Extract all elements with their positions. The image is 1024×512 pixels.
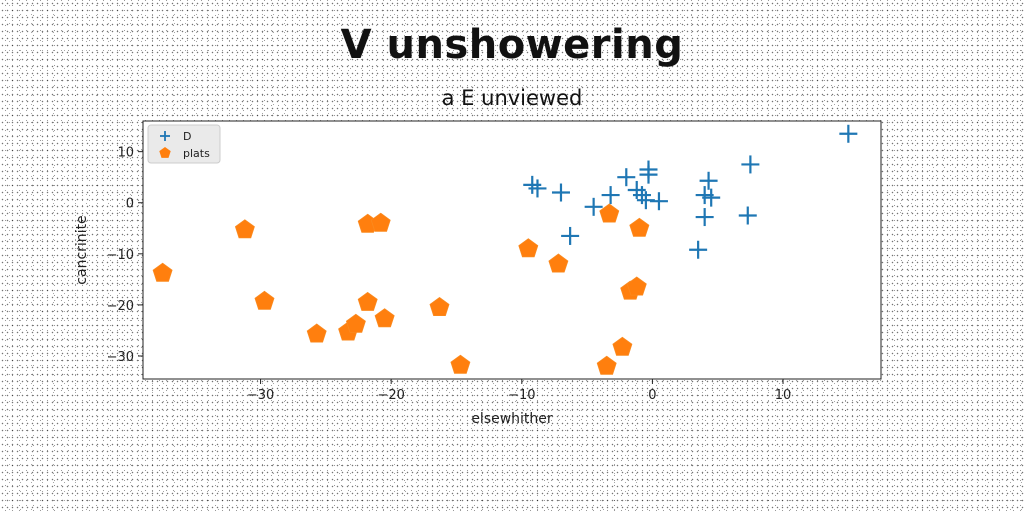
legend-marker-plats bbox=[159, 147, 171, 158]
point-plats-17 bbox=[629, 217, 650, 237]
y-axis-label: cancrinite bbox=[74, 215, 90, 284]
y-tick-label: −20 bbox=[107, 299, 134, 314]
axes-frame bbox=[142, 120, 882, 380]
point-d-20 bbox=[689, 240, 708, 259]
chart-title: V unshowering bbox=[340, 22, 684, 68]
y-tick-label: 0 bbox=[126, 197, 134, 212]
point-plats-3 bbox=[306, 323, 327, 343]
point-plats-0 bbox=[152, 262, 173, 282]
x-tick-label: 0 bbox=[648, 388, 656, 403]
point-d-7 bbox=[528, 179, 547, 198]
chart-subtitle: a E unviewed bbox=[441, 86, 583, 110]
point-d-13 bbox=[702, 188, 721, 207]
axes-layer: −30 −20 −10 0 10 −30 −20 −10 0 10 bbox=[107, 120, 882, 403]
point-d-10 bbox=[601, 186, 620, 205]
point-plats-11 bbox=[450, 354, 471, 374]
point-plats-8 bbox=[370, 212, 391, 232]
legend-label-d: D bbox=[183, 130, 191, 143]
point-d-15 bbox=[649, 192, 668, 211]
x-tick-label: −30 bbox=[247, 388, 274, 403]
point-d-1 bbox=[741, 155, 760, 174]
plot-area bbox=[143, 121, 881, 379]
point-d-5 bbox=[699, 171, 718, 190]
point-plats-14 bbox=[599, 203, 620, 223]
point-d-16 bbox=[584, 197, 603, 216]
point-plats-7 bbox=[357, 291, 378, 311]
point-plats-13 bbox=[548, 253, 569, 273]
point-plats-19 bbox=[626, 276, 647, 296]
y-tick-label: 10 bbox=[117, 146, 134, 161]
x-tick-label: −10 bbox=[508, 388, 535, 403]
point-plats-9 bbox=[374, 308, 395, 328]
x-axis-label: elsewhither bbox=[471, 411, 553, 427]
point-d-8 bbox=[551, 183, 570, 202]
point-plats-2 bbox=[254, 290, 275, 310]
point-plats-10 bbox=[429, 297, 450, 317]
points-layer bbox=[152, 124, 858, 375]
point-plats-15 bbox=[596, 355, 617, 375]
point-d-4 bbox=[617, 168, 636, 187]
point-plats-1 bbox=[234, 219, 255, 239]
point-d-18 bbox=[738, 206, 757, 225]
y-tick-label: −10 bbox=[107, 248, 134, 263]
x-tick-label: −20 bbox=[377, 388, 404, 403]
point-d-0 bbox=[839, 124, 858, 143]
x-tick-label: 10 bbox=[775, 388, 792, 403]
legend-marker-d bbox=[160, 131, 170, 141]
point-d-17 bbox=[695, 208, 714, 227]
y-tick-label: −30 bbox=[107, 350, 134, 365]
point-plats-12 bbox=[518, 238, 539, 258]
point-plats-16 bbox=[612, 336, 633, 356]
point-d-19 bbox=[561, 226, 580, 245]
legend-label-plats: plats bbox=[183, 147, 210, 160]
point-d-3 bbox=[639, 165, 658, 184]
point-plats-5 bbox=[345, 313, 366, 333]
